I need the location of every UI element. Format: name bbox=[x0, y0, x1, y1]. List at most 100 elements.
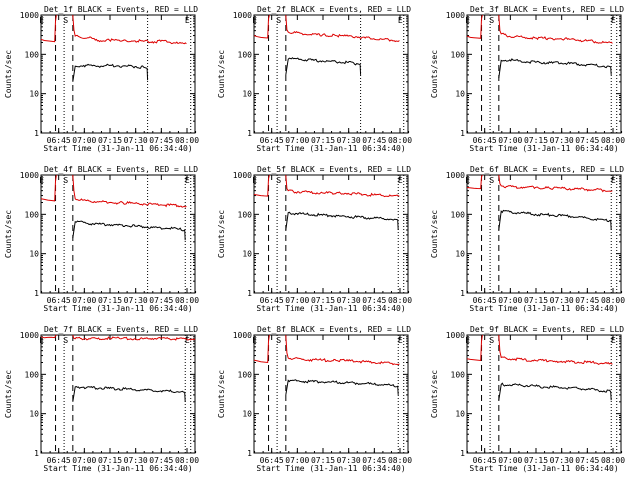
y-tick-label: 1000 bbox=[20, 171, 39, 180]
plot-frame bbox=[466, 14, 622, 134]
y-tick-label: 10 bbox=[242, 410, 252, 419]
y-axis-label: Counts/sec bbox=[4, 50, 13, 98]
event-marker-label: S bbox=[63, 16, 68, 25]
lld-series-line bbox=[72, 14, 187, 45]
event-marker-label: E bbox=[185, 16, 190, 25]
y-tick-label: 1000 bbox=[233, 331, 252, 340]
event-marker-label: E bbox=[252, 336, 257, 345]
y-tick-label: 1 bbox=[460, 449, 465, 458]
chart-panel-6: Det_6f BLACK = Events, RED = LLD 1 10 100 10… bbox=[430, 165, 625, 313]
event-marker-label: E bbox=[398, 16, 403, 25]
x-tick-label: 07:45 bbox=[149, 136, 173, 145]
x-tick-label: 07:15 bbox=[524, 136, 548, 145]
chart-panel-1: Det_1f BLACK = Events, RED = LLD 1 10 100 10… bbox=[4, 5, 199, 153]
event-marker-label: E bbox=[465, 16, 470, 25]
x-tick-label: 08:00 bbox=[388, 136, 412, 145]
x-tick-label: 07:45 bbox=[149, 456, 173, 465]
x-tick-label: 08:00 bbox=[388, 296, 412, 305]
x-tick-label: 07:30 bbox=[550, 136, 574, 145]
y-tick-label: 1 bbox=[460, 129, 465, 138]
y-tick-label: 100 bbox=[238, 50, 253, 59]
events-series-line bbox=[72, 385, 186, 402]
x-tick-label: 07:30 bbox=[550, 456, 574, 465]
lld-series-line bbox=[285, 334, 400, 366]
x-tick-label: 08:00 bbox=[175, 136, 199, 145]
lld-series-line bbox=[498, 174, 613, 193]
lld-series-line bbox=[498, 14, 613, 44]
x-tick-label: 07:00 bbox=[498, 456, 522, 465]
y-tick-label: 10 bbox=[242, 90, 252, 99]
y-tick-label: 100 bbox=[25, 210, 40, 219]
y-tick-label: 1000 bbox=[233, 11, 252, 20]
y-axis-label: Counts/sec bbox=[4, 210, 13, 258]
x-tick-label: 08:00 bbox=[601, 456, 625, 465]
event-marker-label: S bbox=[276, 16, 281, 25]
events-series-line bbox=[498, 58, 612, 79]
y-tick-label: 1 bbox=[247, 289, 252, 298]
chart-title: Det_9f BLACK = Events, RED = LLD bbox=[470, 325, 624, 334]
y-axis-label: Counts/sec bbox=[217, 210, 226, 258]
chart-title: Det_7f BLACK = Events, RED = LLD bbox=[44, 325, 198, 334]
event-marker-label: S bbox=[489, 16, 494, 25]
x-axis-label: Start Time (31-Jan-11 06:34:40) bbox=[469, 304, 618, 313]
x-tick-label: 06:45 bbox=[473, 296, 497, 305]
x-tick-label: 07:30 bbox=[337, 136, 361, 145]
x-tick-label: 07:15 bbox=[311, 456, 335, 465]
chart-panel-8: Det_8f BLACK = Events, RED = LLD 1 10 100 10… bbox=[217, 325, 412, 473]
x-tick-label: 08:00 bbox=[601, 136, 625, 145]
x-axis-label: Start Time (31-Jan-11 06:34:40) bbox=[469, 144, 618, 153]
y-tick-label: 10 bbox=[455, 90, 465, 99]
event-marker-label: E bbox=[611, 176, 616, 185]
chart-panel-7: Det_7f BLACK = Events, RED = LLD 1 10 100 10… bbox=[4, 325, 199, 473]
plot-frame bbox=[40, 174, 196, 294]
lld-series-line bbox=[253, 174, 270, 197]
y-tick-label: 1000 bbox=[446, 11, 465, 20]
event-marker-label: E bbox=[611, 336, 616, 345]
x-axis-label: Start Time (31-Jan-11 06:34:40) bbox=[43, 464, 192, 473]
event-marker-label: E bbox=[39, 16, 44, 25]
chart-panel-3: Det_3f BLACK = Events, RED = LLD 1 10 100 10… bbox=[430, 5, 625, 153]
event-marker-label: S bbox=[276, 176, 281, 185]
x-tick-label: 08:00 bbox=[175, 456, 199, 465]
x-tick-label: 06:45 bbox=[473, 136, 497, 145]
lld-series-line bbox=[466, 174, 483, 190]
events-series-line bbox=[285, 211, 399, 231]
x-tick-label: 07:45 bbox=[149, 296, 173, 305]
x-tick-label: 07:00 bbox=[285, 136, 309, 145]
y-tick-label: 1 bbox=[247, 449, 252, 458]
lld-series-line bbox=[72, 174, 187, 208]
x-tick-label: 07:00 bbox=[72, 296, 96, 305]
y-tick-label: 100 bbox=[451, 50, 466, 59]
y-tick-label: 1000 bbox=[446, 331, 465, 340]
x-tick-label: 07:00 bbox=[285, 456, 309, 465]
x-tick-label: 07:00 bbox=[285, 296, 309, 305]
lld-series-line bbox=[72, 334, 196, 341]
y-axis-label: Counts/sec bbox=[430, 210, 439, 258]
event-marker-label: E bbox=[252, 176, 257, 185]
event-marker-label: E bbox=[465, 336, 470, 345]
lld-series-line bbox=[40, 14, 57, 43]
event-marker-label: E bbox=[611, 16, 616, 25]
x-tick-label: 07:15 bbox=[311, 296, 335, 305]
y-tick-label: 100 bbox=[25, 50, 40, 59]
x-tick-label: 07:00 bbox=[498, 296, 522, 305]
y-tick-label: 10 bbox=[242, 250, 252, 259]
chart-panel-4: Det_4f BLACK = Events, RED = LLD 1 10 100 10… bbox=[4, 165, 199, 313]
x-axis-label: Start Time (31-Jan-11 06:34:40) bbox=[469, 464, 618, 473]
chart-title: Det_8f BLACK = Events, RED = LLD bbox=[257, 325, 411, 334]
x-tick-label: 07:30 bbox=[337, 296, 361, 305]
plot-frame bbox=[253, 14, 409, 134]
y-tick-label: 1 bbox=[460, 289, 465, 298]
chart-panel-5: Det_5f BLACK = Events, RED = LLD 1 10 100 10… bbox=[217, 165, 412, 313]
event-marker-label: E bbox=[465, 176, 470, 185]
y-tick-label: 100 bbox=[238, 370, 253, 379]
y-tick-label: 10 bbox=[455, 410, 465, 419]
x-tick-label: 07:45 bbox=[362, 456, 386, 465]
y-tick-label: 10 bbox=[29, 410, 39, 419]
x-tick-label: 07:00 bbox=[498, 136, 522, 145]
plot-frame bbox=[40, 334, 196, 454]
x-tick-label: 07:15 bbox=[98, 456, 122, 465]
x-tick-label: 06:45 bbox=[260, 296, 284, 305]
event-marker-label: S bbox=[276, 336, 281, 345]
